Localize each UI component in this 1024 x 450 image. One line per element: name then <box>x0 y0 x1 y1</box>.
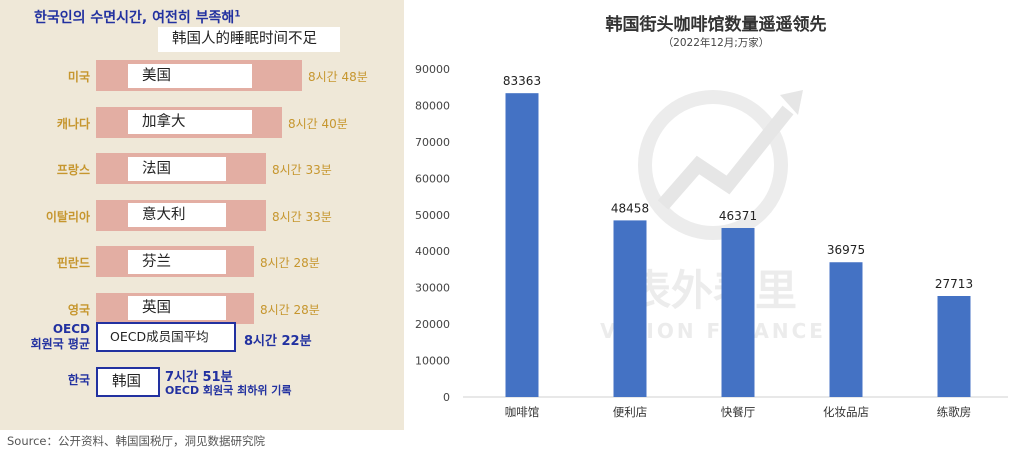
korea-label-ko: 한국 <box>67 373 90 387</box>
y-tick-label: 40000 <box>415 245 450 258</box>
sleep-row-value: 8시간 40분 <box>288 116 348 131</box>
sleep-row-label-zh: 芬兰 <box>128 249 226 274</box>
bar <box>721 228 755 397</box>
bar-value-label: 27713 <box>935 277 973 291</box>
cafe-count-chart: 表外表里 VISION FINANCE 0 10000 20000 30000 4000… <box>408 0 1024 430</box>
bar <box>937 296 971 397</box>
x-tick-label: 咖啡馆 <box>505 405 540 419</box>
chart-canvas: 表外表里 VISION FINANCE 01000020000300004000… <box>415 63 1008 419</box>
korea-note: OECD 회원국 최하위 기록 <box>165 384 292 397</box>
bar <box>613 220 647 397</box>
chart-title: 韩国街头咖啡馆数量遥遥领先 <box>605 15 827 35</box>
x-tick-label: 快餐厅 <box>721 405 756 419</box>
sleep-row-value: 8시간 28분 <box>260 256 320 270</box>
y-tick-label: 50000 <box>415 209 450 222</box>
y-tick-label: 10000 <box>415 355 450 368</box>
chart-subtitle: （2022年12月;万家） <box>662 37 770 49</box>
y-tick-label: 80000 <box>415 99 450 112</box>
bar <box>829 262 863 397</box>
x-axis-labels: 咖啡馆 便利店 快餐厅 化妆品店 练歌房 <box>505 405 972 419</box>
bar <box>505 93 539 398</box>
bar-value-label: 46371 <box>719 209 757 223</box>
bars <box>505 93 971 398</box>
x-tick-label: 化妆品店 <box>823 405 869 419</box>
sleep-row-label-zh: 美国 <box>128 63 252 88</box>
bar-value-label: 36975 <box>827 243 865 257</box>
y-tick-label: 90000 <box>415 63 450 76</box>
sleep-row-value: 8시간 28분 <box>260 302 320 317</box>
korea-value: 7시간 51분 <box>165 370 233 385</box>
sleep-row-value: 8시간 33분 <box>272 163 332 177</box>
oecd-label-zh: OECD成员国平均 <box>104 326 209 348</box>
oecd-label-ko: OECD 회원국 평균 <box>30 322 90 351</box>
sleep-row-label-ko: 핀란드 <box>56 256 90 270</box>
sleep-row-value: 8시간 33분 <box>272 209 332 224</box>
bar-value-label: 48458 <box>611 201 649 215</box>
bar-value-labels: 83363 48458 46371 36975 27713 <box>503 74 973 291</box>
sleep-row-label-zh: 意大利 <box>128 203 226 227</box>
y-tick-label: 0 <box>443 391 450 404</box>
sleep-row-label-ko: 캐나다 <box>56 116 90 131</box>
watermark-text-zh: 表外表里 <box>629 266 797 315</box>
x-tick-label: 便利店 <box>613 405 648 419</box>
bar-value-label: 83363 <box>503 74 541 88</box>
oecd-value: 8시간 22분 <box>244 334 312 349</box>
y-axis-ticks: 0 10000 20000 30000 40000 50000 60000 70000 8000… <box>415 63 450 404</box>
sleep-row-label-zh: 法国 <box>128 156 226 181</box>
sleep-row-label-ko: 미국 <box>67 70 90 84</box>
sleep-row-label-ko: 이탈리아 <box>45 209 90 224</box>
sleep-comparison-panel: 한국인의 수면시간, 여전히 부족해1 韩国人的睡眠时间不足 미국 美国 8시간 4… <box>0 0 404 430</box>
sleep-row-value: 8시간 48분 <box>308 70 368 84</box>
sleep-panel-title: 한국인의 수면시간, 여전히 부족해1 <box>34 9 241 26</box>
sleep-row-label-ko: 영국 <box>67 302 90 317</box>
sleep-row-label-zh: 加拿大 <box>128 110 252 134</box>
y-tick-label: 30000 <box>415 282 450 295</box>
sleep-panel-subtitle: 韩国人的睡眠时间不足 <box>158 27 340 52</box>
x-tick-label: 练歌房 <box>937 405 972 419</box>
sleep-row-label-zh: 英国 <box>128 296 226 320</box>
source-note: Source：公开资料、韩国国税厅，洞见数据研究院 <box>7 434 265 448</box>
y-tick-label: 60000 <box>415 172 450 185</box>
sleep-row-label-ko: 프랑스 <box>56 163 90 177</box>
y-tick-label: 70000 <box>415 136 450 149</box>
y-tick-label: 20000 <box>415 318 450 331</box>
footnote-mark: 1 <box>234 9 241 20</box>
korea-label-zh: 韩国 <box>108 371 141 393</box>
